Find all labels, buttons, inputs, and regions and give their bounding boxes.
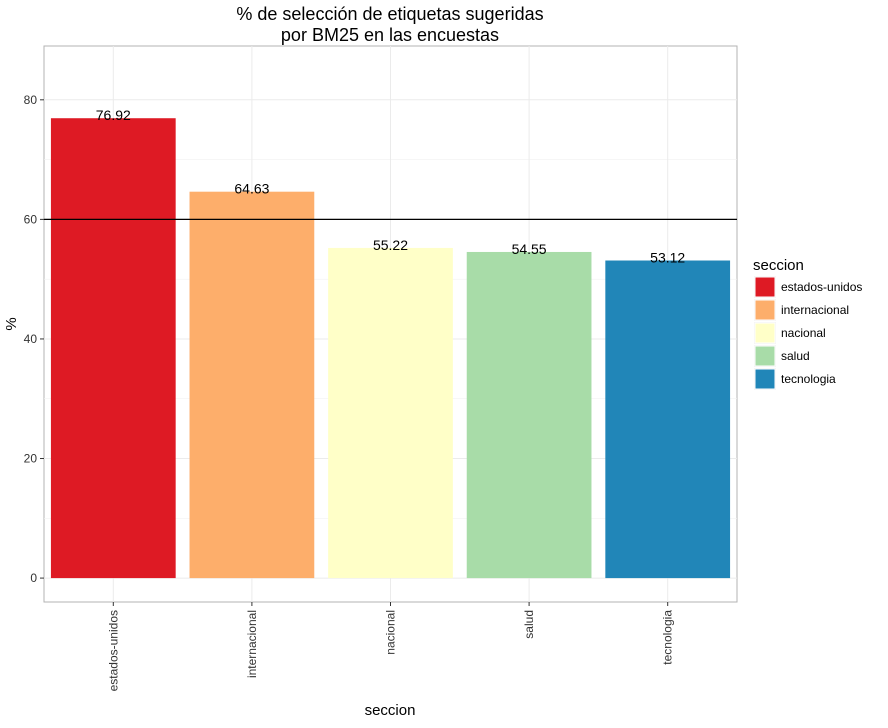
- legend-label-internacional: internacional: [781, 303, 849, 317]
- y-tick-label: 60: [24, 212, 38, 226]
- legend-swatch-tecnologia: [754, 368, 776, 390]
- bar-estados-unidos: [50, 118, 176, 579]
- x-tick-label-internacional: internacional: [245, 610, 259, 678]
- bar-nacional: [328, 247, 453, 579]
- bar-tecnologia: [605, 260, 731, 579]
- x-tick-label-tecnologia: tecnologia: [661, 610, 675, 665]
- y-tick-label: 80: [24, 93, 38, 107]
- bar-internacional: [189, 191, 315, 579]
- y-axis-title: %: [3, 317, 20, 330]
- bars: [50, 118, 731, 579]
- x-tick-label-salud: salud: [522, 610, 536, 639]
- legend-label-nacional: nacional: [781, 326, 826, 340]
- y-tick-label: 40: [24, 332, 38, 346]
- y-tick-label: 0: [30, 571, 37, 585]
- legend-title: seccion: [753, 257, 804, 274]
- legend-swatch-internacional: [754, 299, 776, 321]
- x-tick-label-estados-unidos: estados-unidos: [106, 610, 120, 691]
- data-label-estados-unidos: 76.92: [96, 107, 131, 123]
- legend-swatch-salud: [754, 345, 776, 367]
- y-axis: 0 20 40 60 80: [24, 93, 44, 585]
- data-label-nacional: 55.22: [373, 237, 408, 253]
- data-labels: 76.92 64.63 55.22 54.55 53.12: [96, 107, 686, 265]
- chart-title-line-2: por BM25 en las encuestas: [281, 25, 499, 45]
- legend-label-salud: salud: [781, 349, 810, 363]
- legend-label-tecnologia: tecnologia: [781, 372, 836, 386]
- data-label-salud: 54.55: [512, 241, 547, 257]
- legend-swatch-nacional: [754, 322, 776, 344]
- x-axis: estados-unidos internacional nacional salud…: [106, 602, 675, 691]
- legend-swatch-estados-unidos: [754, 276, 776, 298]
- chart-title-line-1: % de selección de etiquetas sugeridas: [236, 4, 543, 24]
- bar-salud: [466, 251, 592, 579]
- legend: seccion estados-unidos internacional nacio…: [753, 257, 862, 390]
- y-tick-label: 20: [24, 452, 38, 466]
- x-tick-label-nacional: nacional: [384, 610, 398, 655]
- data-label-tecnologia: 53.12: [650, 250, 685, 266]
- data-label-internacional: 64.63: [234, 181, 269, 197]
- legend-label-estados-unidos: estados-unidos: [781, 280, 862, 294]
- x-axis-title: seccion: [365, 702, 416, 719]
